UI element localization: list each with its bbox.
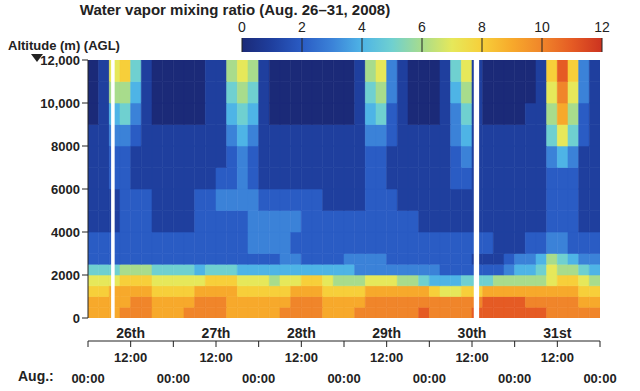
svg-text:8000: 8000 — [51, 139, 80, 154]
svg-text:00:00: 00:00 — [498, 371, 531, 386]
svg-text:2000: 2000 — [51, 268, 80, 283]
svg-text:12:00: 12:00 — [370, 350, 403, 365]
svg-text:10: 10 — [534, 19, 550, 35]
html-text:Water vapor mixing ratio (Aug.: Water vapor mixing ratio (Aug. 26–31, 20… — [79, 1, 391, 18]
svg-text:00:00: 00:00 — [327, 371, 360, 386]
svg-text:2: 2 — [298, 19, 306, 35]
svg-text:00:00: 00:00 — [157, 371, 190, 386]
svg-text:00:00: 00:00 — [71, 371, 104, 386]
svg-text:6: 6 — [418, 19, 426, 35]
svg-text:28th: 28th — [287, 325, 316, 341]
svg-text:30th: 30th — [458, 325, 487, 341]
svg-text:10,000: 10,000 — [40, 96, 80, 111]
svg-text:29th: 29th — [372, 325, 401, 341]
svg-text:6000: 6000 — [51, 182, 80, 197]
svg-text:12:00: 12:00 — [285, 350, 318, 365]
svg-text:31st: 31st — [543, 325, 571, 341]
svg-text:12:00: 12:00 — [199, 350, 232, 365]
html-text:Aug.:: Aug.: — [18, 368, 54, 384]
svg-text:12: 12 — [594, 19, 610, 35]
svg-text:4000: 4000 — [51, 225, 80, 240]
svg-text:26th: 26th — [116, 325, 145, 341]
svg-text:8: 8 — [478, 19, 486, 35]
svg-text:00:00: 00:00 — [583, 371, 616, 386]
svg-text:0: 0 — [238, 19, 246, 35]
svg-text:12:00: 12:00 — [455, 350, 488, 365]
svg-text:4: 4 — [358, 19, 366, 35]
svg-text:12:00: 12:00 — [541, 350, 574, 365]
svg-text:12,000: 12,000 — [40, 53, 80, 68]
svg-text:12:00: 12:00 — [114, 350, 147, 365]
html-text:Altitude (m) (AGL): Altitude (m) (AGL) — [8, 38, 120, 53]
svg-text:00:00: 00:00 — [242, 371, 275, 386]
svg-text:27th: 27th — [202, 325, 231, 341]
svg-text:0: 0 — [73, 311, 80, 326]
svg-text:00:00: 00:00 — [413, 371, 446, 386]
